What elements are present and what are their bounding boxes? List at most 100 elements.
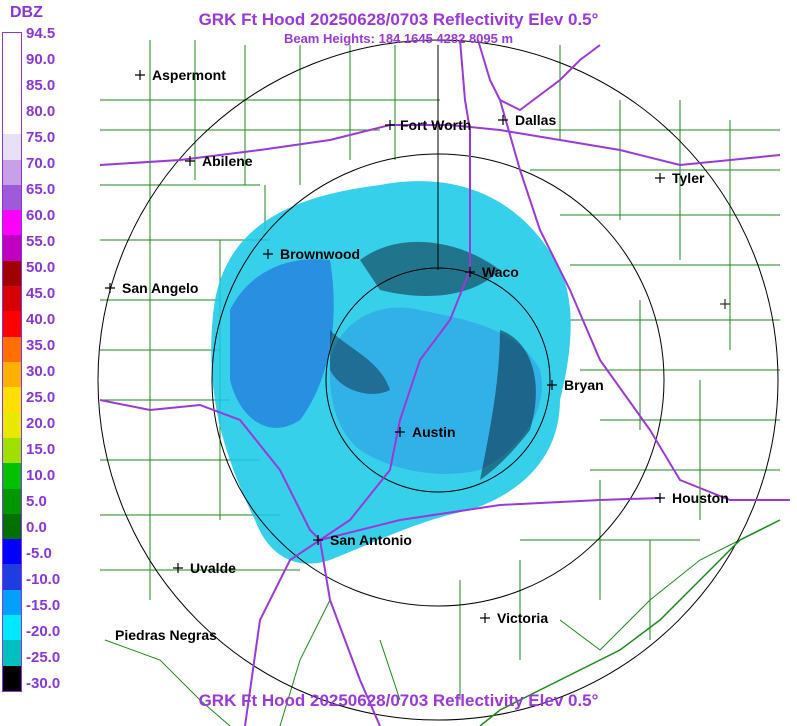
legend-label: -25.0 <box>26 649 61 666</box>
city-uvalde: Uvalde <box>173 560 236 576</box>
legend-swatch <box>3 463 21 490</box>
city-label: San Angelo <box>122 280 199 296</box>
city-marker-icon <box>185 156 195 166</box>
city-label: Tyler <box>672 170 705 186</box>
city-label: Fort Worth <box>400 117 471 133</box>
city-label: Waco <box>482 264 519 280</box>
legend-label: 40.0 <box>26 311 56 328</box>
footer-title: GRK Ft Hood 20250628/0703 Reflectivity E… <box>198 691 599 710</box>
legend-swatch <box>3 640 21 667</box>
city-waco: Waco <box>465 264 519 280</box>
city-label: Houston <box>672 490 729 506</box>
city-marker-icon <box>105 283 115 293</box>
legend-label: 35.0 <box>26 337 56 354</box>
city-label: Abilene <box>202 153 253 169</box>
legend-swatch <box>3 362 21 388</box>
legend-swatch <box>3 336 21 363</box>
legend-label: 90.0 <box>26 51 56 68</box>
city-aspermont: Aspermont <box>135 67 226 83</box>
legend-label: 55.0 <box>26 233 56 250</box>
city-san-antonio: San Antonio <box>313 532 412 548</box>
city-marker-icon <box>465 267 475 277</box>
city-label: San Antonio <box>330 532 412 548</box>
legend-unit: DBZ <box>10 4 43 21</box>
city-dallas: Dallas <box>498 112 556 128</box>
legend-label: 60.0 <box>26 207 56 224</box>
city-marker-icon <box>395 427 405 437</box>
city-label: Uvalde <box>190 560 236 576</box>
legend-swatch <box>3 513 21 540</box>
legend-label: -30.0 <box>26 675 61 692</box>
city-markers: Aspermont Abilene Fort Worth Dallas Tyler Bro… <box>105 67 730 643</box>
legend-label: 45.0 <box>26 285 56 302</box>
legend-swatch <box>3 437 21 464</box>
city-brownwood: Brownwood <box>263 246 360 262</box>
legend-swatch <box>3 488 21 515</box>
city-marker-icon <box>655 493 665 503</box>
city-marker-icon <box>547 380 557 390</box>
city-marker-icon <box>480 613 490 623</box>
legend-label: 80.0 <box>26 103 56 120</box>
city-fort-worth: Fort Worth <box>385 117 471 133</box>
legend-swatch <box>3 83 21 110</box>
page-title: GRK Ft Hood 20250628/0703 Reflectivity E… <box>198 10 599 29</box>
legend-swatch <box>3 134 21 161</box>
legend-swatch <box>3 58 21 85</box>
city-label: Dallas <box>515 112 556 128</box>
unlabeled-marker-icon <box>720 299 730 309</box>
county-boundaries <box>100 40 780 726</box>
city-piedras-negras: Piedras Negras <box>115 627 217 643</box>
city-marker-icon <box>385 120 395 130</box>
city-houston: Houston <box>655 490 729 506</box>
legend-swatch <box>3 665 21 692</box>
legend-label: 15.0 <box>26 441 56 458</box>
city-marker-icon <box>135 70 145 80</box>
city-marker-icon <box>313 535 323 545</box>
coastline <box>479 519 781 726</box>
city-marker-icon <box>655 173 665 183</box>
city-tyler: Tyler <box>655 170 705 186</box>
city-label: Victoria <box>497 610 548 626</box>
city-label: Brownwood <box>280 246 360 262</box>
legend-swatch <box>3 564 21 591</box>
reflectivity-echoes <box>211 181 571 564</box>
color-legend <box>2 32 22 692</box>
legend-label: -10.0 <box>26 571 61 588</box>
legend-label: 75.0 <box>26 129 56 146</box>
city-marker-icon <box>263 249 273 259</box>
legend-label: -20.0 <box>26 623 61 640</box>
city-bryan: Bryan <box>547 377 604 393</box>
city-marker-icon <box>498 115 508 125</box>
legend-swatch <box>3 286 21 312</box>
city-label: Bryan <box>564 377 604 393</box>
legend-label: -5.0 <box>26 545 52 562</box>
legend-swatch <box>3 589 21 616</box>
legend-label: 70.0 <box>26 155 56 172</box>
legend-label: 10.0 <box>26 467 56 484</box>
legend-label: 94.5 <box>26 25 56 42</box>
legend-label: 50.0 <box>26 259 56 276</box>
legend-swatch <box>3 539 21 565</box>
legend-swatch <box>3 159 21 186</box>
legend-swatch <box>3 235 21 262</box>
city-label: Aspermont <box>152 67 226 83</box>
legend-label: 25.0 <box>26 389 56 406</box>
legend-swatch <box>3 387 21 414</box>
legend-swatch <box>3 108 21 135</box>
city-label: Piedras Negras <box>115 627 217 643</box>
legend-swatch <box>3 311 21 338</box>
legend-swatch <box>3 210 21 236</box>
legend-label: 85.0 <box>26 77 56 94</box>
city-san-angelo: San Angelo <box>105 280 199 296</box>
city-label: Austin <box>412 424 456 440</box>
legend-swatch <box>3 33 21 59</box>
legend-swatch <box>3 260 21 287</box>
city-marker-icon <box>173 563 183 573</box>
legend-label: 0.0 <box>26 519 47 536</box>
city-abilene: Abilene <box>185 153 253 169</box>
legend-label: 20.0 <box>26 415 56 432</box>
city-austin: Austin <box>395 424 456 440</box>
legend-label: 30.0 <box>26 363 56 380</box>
legend-label: -15.0 <box>26 597 61 614</box>
